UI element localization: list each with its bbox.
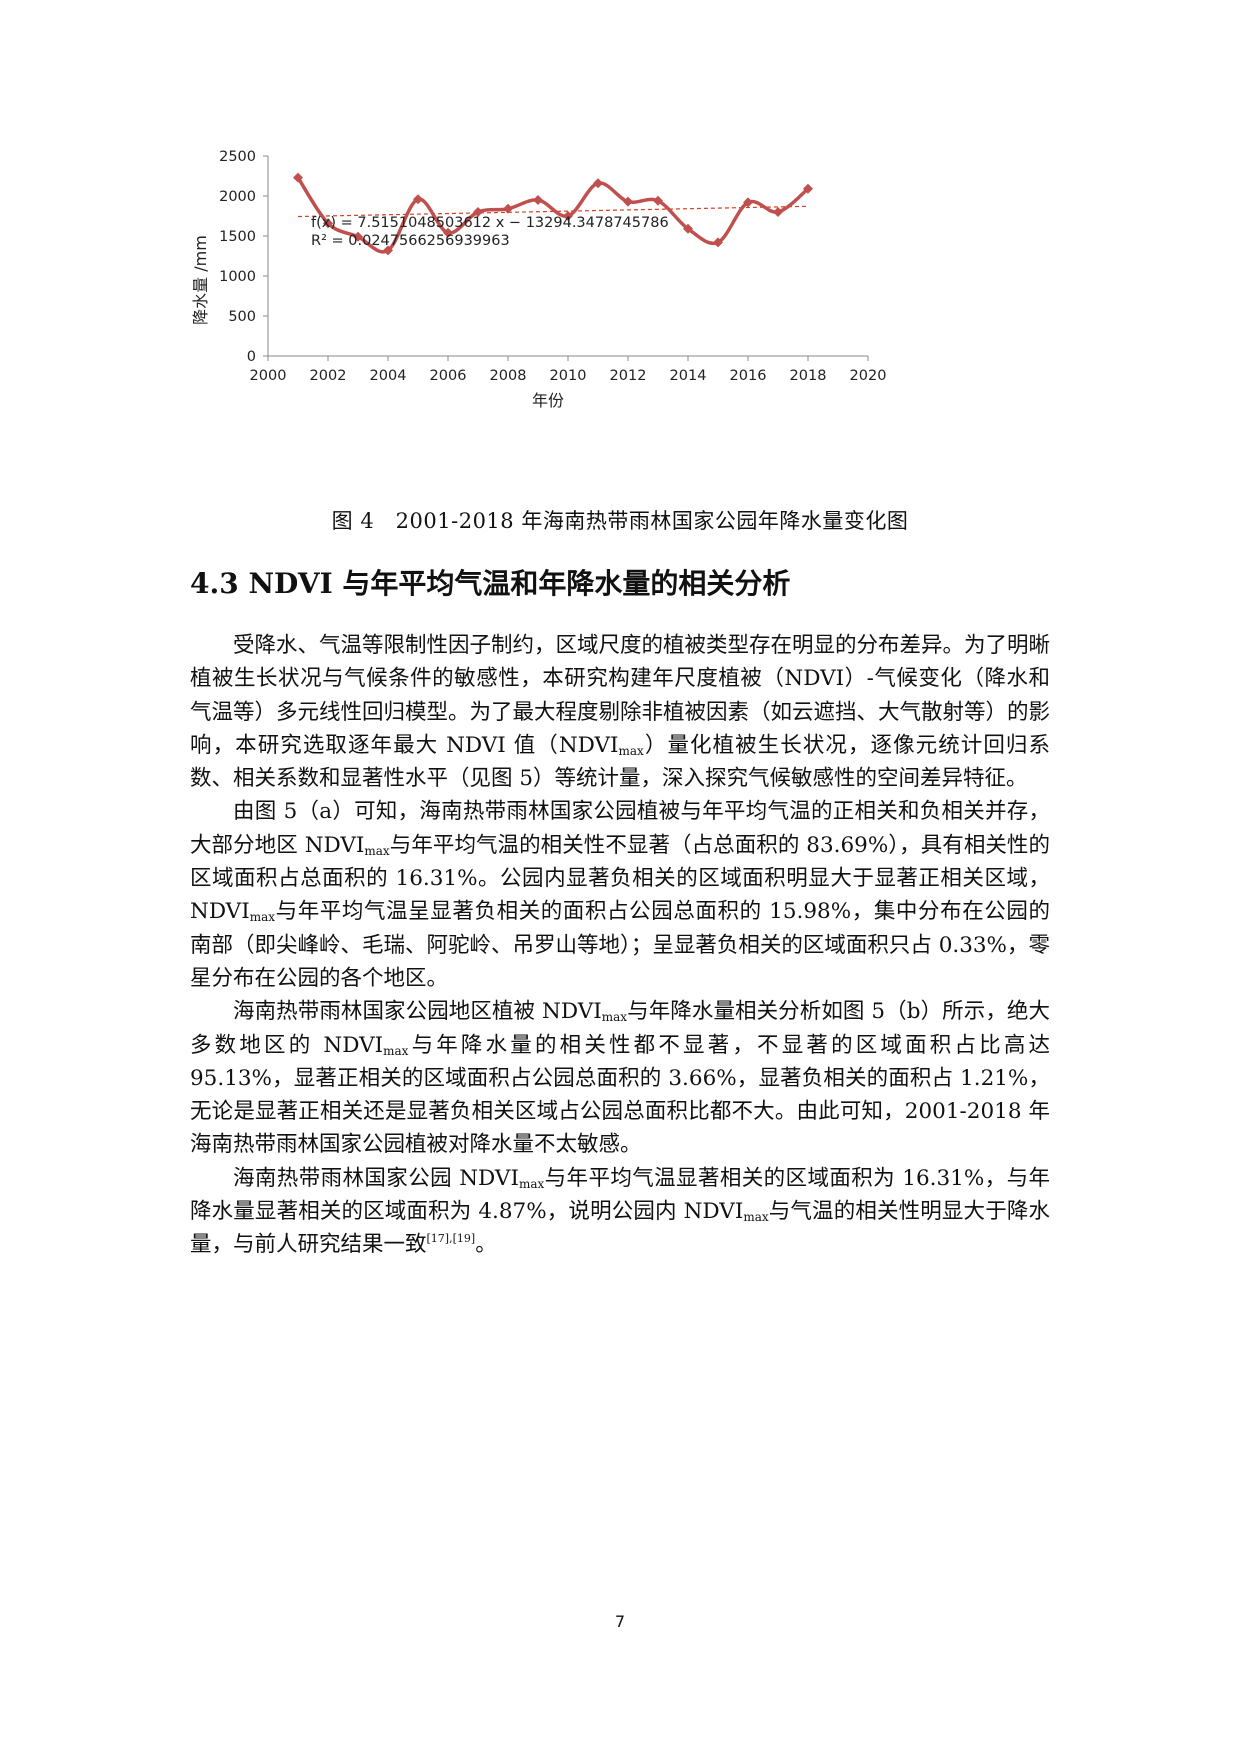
- x-axis-label: 年份: [532, 391, 564, 410]
- data-point: [653, 195, 663, 206]
- data-point: [593, 178, 603, 189]
- data-point: [323, 218, 333, 229]
- data-point: [383, 245, 393, 256]
- trend-equation: f(x) = 7.5151048503612 x − 13294.3478745…: [311, 215, 669, 231]
- data-markers: [293, 172, 813, 256]
- data-point: [503, 203, 513, 214]
- data-point: [413, 194, 423, 205]
- body-text: 受降水、气温等限制性因子制约，区域尺度的植被类型存在明显的分布差异。为了明晰植被…: [190, 629, 1050, 1262]
- x-tick-label: 2020: [850, 368, 887, 384]
- r-squared: R² = 0.0247566256939963: [311, 233, 510, 249]
- paragraph-3: 海南热带雨林国家公园地区植被 NDVImax与年降水量相关分析如图 5（b）所示…: [190, 999, 1051, 1158]
- paragraph-1: 受降水、气温等限制性因子制约，区域尺度的植被类型存在明显的分布差异。为了明晰植被…: [190, 633, 1051, 792]
- y-tick-label: 2000: [219, 189, 256, 205]
- data-point: [563, 211, 573, 221]
- x-tick-label: 2010: [550, 368, 587, 384]
- x-tick-label: 2000: [250, 368, 287, 384]
- x-tick-label: 2004: [370, 368, 407, 384]
- x-tick-label: 2012: [610, 368, 647, 384]
- x-tick-label: 2008: [490, 368, 527, 384]
- y-tick-label: 1000: [219, 269, 256, 285]
- data-point: [473, 207, 483, 217]
- x-tick-label: 2002: [310, 368, 347, 384]
- x-tick-label: 2014: [670, 368, 707, 384]
- y-tick-label: 2500: [219, 150, 256, 165]
- data-point: [743, 197, 753, 208]
- data-point: [623, 196, 633, 207]
- y-tick-label: 500: [228, 309, 256, 325]
- y-axis-ticks: 0 500 1000 1500 2000 2500: [219, 150, 268, 365]
- paragraph-2: 由图 5（a）可知，海南热带雨林国家公园植被与年平均气温的正相关和负相关并存，大…: [190, 799, 1050, 991]
- x-tick-label: 2018: [790, 368, 827, 384]
- paragraph-4: 海南热带雨林国家公园 NDVImax与年平均气温显著相关的区域面积为 16.31…: [190, 1165, 1050, 1258]
- data-point: [353, 231, 363, 242]
- data-point: [713, 237, 723, 248]
- x-tick-label: 2006: [430, 368, 467, 384]
- chart-axes: [267, 156, 868, 357]
- citation: [17],[19]: [426, 1232, 476, 1246]
- section-heading: 4.3 NDVI 与年平均气温和年降水量的相关分析: [190, 567, 791, 600]
- y-tick-label: 0: [247, 349, 256, 365]
- data-point: [443, 227, 453, 238]
- y-tick-label: 1500: [219, 229, 256, 245]
- data-point: [293, 172, 303, 183]
- data-point: [773, 207, 783, 217]
- data-point: [533, 195, 543, 205]
- x-tick-label: 2016: [730, 368, 767, 384]
- page-number: 7: [614, 1612, 626, 1631]
- x-axis-ticks: 2000 2002 2004 2006 2008 2010 2012 2014 2016 2018…: [250, 356, 887, 384]
- data-point: [683, 223, 693, 234]
- y-axis-label: 降水量 /mm: [191, 235, 210, 325]
- figure-caption: 图 4 2001-2018 年海南热带雨林国家公园年降水量变化图: [331, 509, 909, 533]
- data-point: [803, 183, 813, 194]
